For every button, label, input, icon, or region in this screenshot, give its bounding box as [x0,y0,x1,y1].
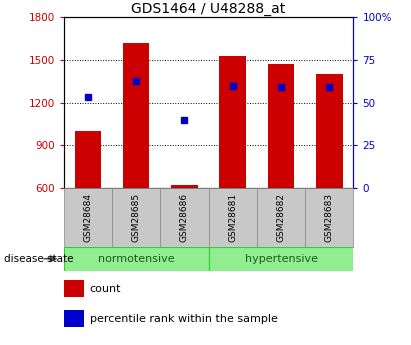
Bar [305,188,353,247]
Text: GSM28684: GSM28684 [83,193,92,242]
Bar [64,280,84,297]
Bar [316,74,343,188]
Bar [64,247,208,271]
Title: GDS1464 / U48288_at: GDS1464 / U48288_at [132,2,286,16]
Bar [112,188,160,247]
Bar [171,185,198,188]
Bar [74,131,101,188]
Text: GSM28682: GSM28682 [277,193,286,242]
Text: count: count [90,284,121,294]
Bar [160,188,209,247]
Text: disease state: disease state [4,254,74,264]
Bar [64,310,84,327]
Bar [219,56,246,188]
Bar [209,247,353,271]
Bar [257,188,305,247]
Bar [268,64,294,188]
Text: GSM28681: GSM28681 [228,193,237,242]
Text: hypertensive: hypertensive [245,254,318,264]
Bar [64,188,112,247]
Bar [123,43,150,188]
Text: normotensive: normotensive [98,254,174,264]
Text: percentile rank within the sample: percentile rank within the sample [90,314,278,324]
Text: GSM28685: GSM28685 [132,193,141,242]
Text: GSM28683: GSM28683 [325,193,334,242]
Bar [209,188,257,247]
Text: GSM28686: GSM28686 [180,193,189,242]
